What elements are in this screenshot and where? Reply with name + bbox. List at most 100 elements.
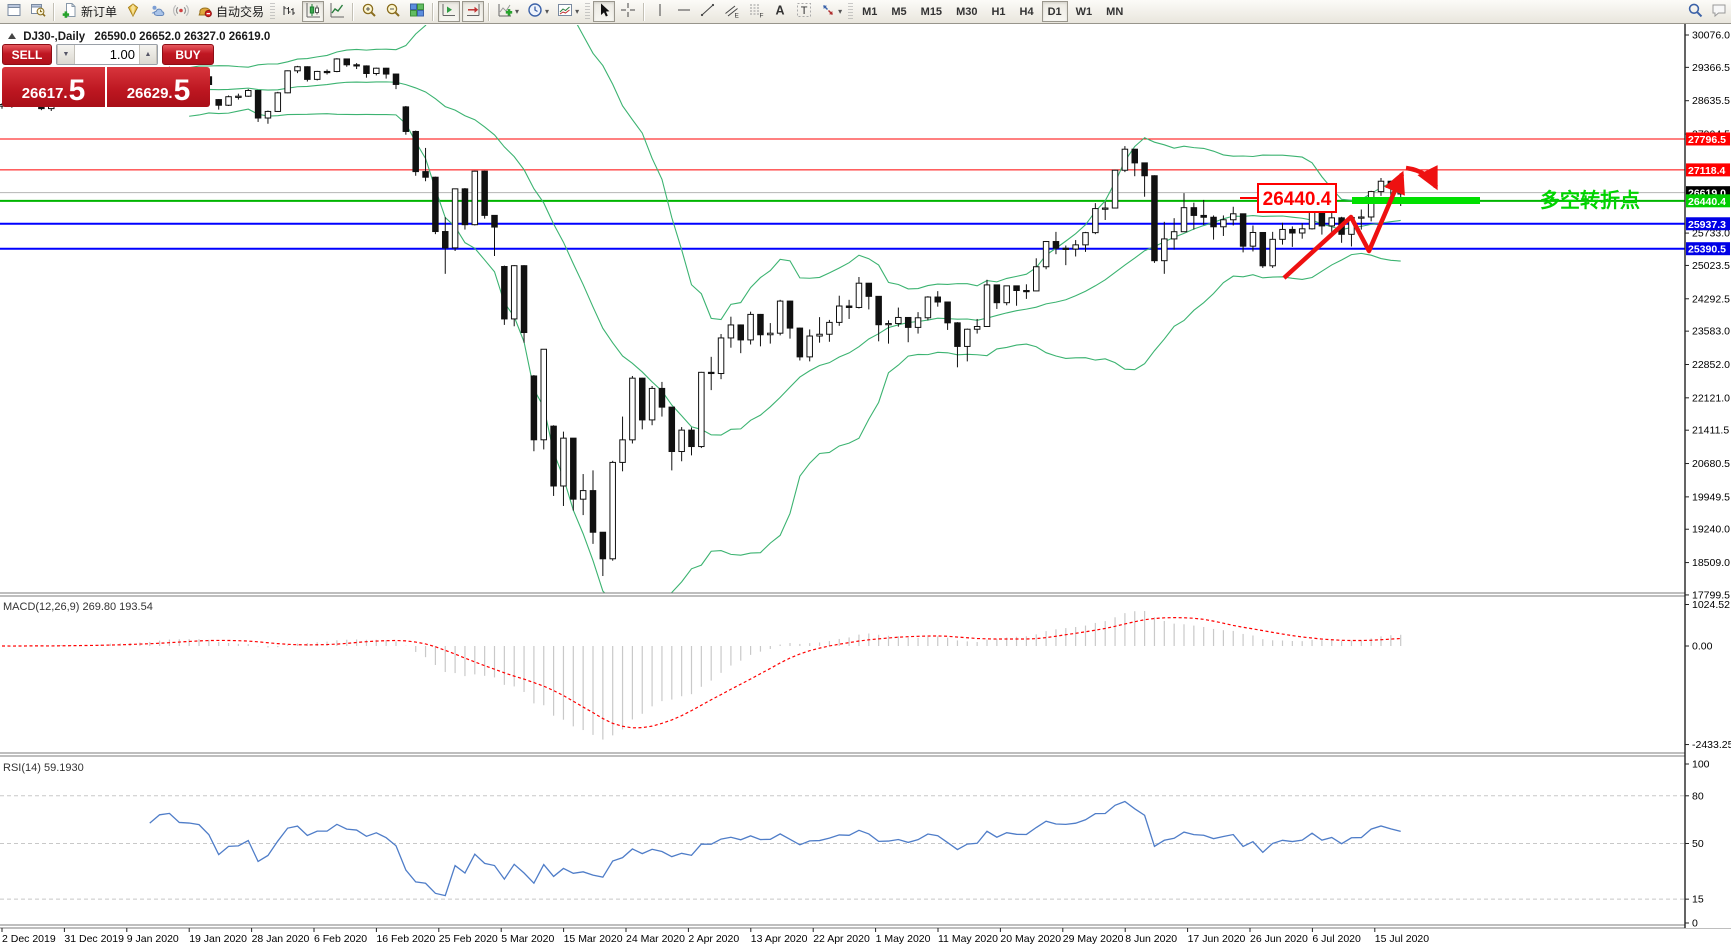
candle-body: [639, 377, 646, 421]
volume-stepper: ▼ ▲: [56, 44, 158, 65]
data-window-button[interactable]: [146, 1, 168, 22]
pullback-arrow[interactable]: [1405, 165, 1439, 191]
candle-body: [550, 425, 557, 487]
date-tick-label: 8 Jun 2020: [1125, 933, 1177, 945]
toolbar-grip: [270, 2, 276, 21]
candle-body: [1042, 241, 1050, 268]
buy-price-box[interactable]: 26629. 5: [107, 67, 210, 107]
candle-body: [707, 371, 715, 375]
bar-chart-button[interactable]: [278, 1, 300, 22]
candle-body: [501, 266, 508, 320]
candle-body: [422, 171, 429, 178]
candle-body: [353, 64, 360, 67]
chart-window-icon: [6, 2, 22, 21]
timeframe-h4-button[interactable]: H4: [1019, 5, 1034, 18]
chart-window-button[interactable]: [3, 1, 25, 22]
candle-body: [1269, 238, 1276, 267]
chevron-down-icon[interactable]: ▾: [515, 7, 520, 16]
timeframe-m15-button[interactable]: M15: [920, 5, 943, 18]
strategy-tester-button[interactable]: [27, 1, 49, 22]
channel-button[interactable]: E: [721, 1, 743, 22]
candle-body: [343, 58, 350, 66]
candle-body: [1033, 266, 1040, 292]
templates-button[interactable]: ▾: [554, 1, 582, 22]
price-tick-label: 21411.5: [1692, 425, 1729, 437]
volume-input[interactable]: [75, 45, 139, 64]
auto-trading-button[interactable]: 自动交易: [194, 1, 267, 22]
line-chart-button[interactable]: [326, 1, 348, 22]
search-icon: [1687, 2, 1703, 21]
new-order-button[interactable]: 新订单: [59, 1, 120, 22]
chart-canvas[interactable]: 26440.4多空转折点30076.029366.528635.527904.5…: [0, 24, 1731, 946]
candle-body: [904, 316, 912, 328]
buy-button[interactable]: BUY: [162, 44, 214, 65]
candle-body: [786, 300, 794, 329]
signals-button[interactable]: [170, 1, 192, 22]
chevron-down-icon[interactable]: ▾: [575, 7, 580, 16]
volume-decrease-button[interactable]: ▼: [57, 45, 75, 64]
one-click-toggle-icon[interactable]: [8, 33, 16, 39]
crosshair-button[interactable]: [617, 1, 639, 22]
price-callout-box[interactable]: [1257, 183, 1337, 213]
zoom-in-button[interactable]: [358, 1, 380, 22]
price-tick-label: 24292.5: [1692, 293, 1730, 305]
chat-button[interactable]: [1708, 1, 1730, 22]
timeframe-m30-button[interactable]: M30: [956, 5, 978, 18]
date-tick-label: 24 Mar 2020: [626, 933, 685, 945]
timeframe-mn-button[interactable]: MN: [1106, 5, 1124, 18]
timeframe-d1-button[interactable]: D1: [1041, 1, 1068, 22]
trend-zigzag-arrow[interactable]: [1282, 170, 1405, 280]
price-tick-label: 19240.0: [1692, 524, 1730, 536]
horizontal-line-button[interactable]: [673, 1, 695, 22]
market-watch-button[interactable]: [122, 1, 144, 22]
svg-text:E: E: [735, 13, 740, 19]
candlestick-button[interactable]: [302, 1, 325, 22]
candle-body: [1239, 213, 1247, 247]
arrows-button[interactable]: ▾: [817, 1, 845, 22]
candle-body: [717, 337, 725, 375]
date-tick-label: 20 May 2020: [1000, 933, 1061, 945]
crosshair-icon: [620, 2, 636, 21]
candle-body: [1023, 290, 1030, 293]
volume-increase-button[interactable]: ▲: [139, 45, 157, 64]
periods-button[interactable]: ▾: [524, 1, 552, 22]
indicators-icon: [497, 2, 513, 21]
text-label-button[interactable]: T: [793, 1, 815, 22]
candle-body: [1220, 219, 1227, 228]
zoom-out-button[interactable]: [382, 1, 404, 22]
tile-windows-button[interactable]: [406, 1, 428, 22]
timeframe-w1-button[interactable]: W1: [1075, 5, 1093, 18]
candle-body: [1367, 191, 1375, 218]
chevron-down-icon[interactable]: ▾: [838, 7, 843, 16]
candle-body: [245, 90, 252, 97]
candle-body: [619, 439, 626, 463]
support-zone-bar[interactable]: [1352, 197, 1480, 204]
timeframe-m5-button[interactable]: M5: [891, 5, 907, 18]
sell-price-box[interactable]: 26617. 5: [2, 67, 105, 107]
candle-body: [392, 73, 400, 85]
candle-body: [1358, 216, 1365, 219]
candle-body: [304, 66, 311, 80]
buy-price-main: 26629.: [126, 85, 173, 102]
candle-body: [816, 333, 823, 337]
candle-body: [1013, 285, 1020, 292]
price-tick-label: 19949.5: [1692, 491, 1730, 503]
timeframe-h1-button[interactable]: H1: [991, 5, 1006, 18]
indicators-button[interactable]: ▾: [494, 1, 522, 22]
svg-text:T: T: [801, 5, 808, 17]
timeframe-m1-button[interactable]: M1: [862, 5, 878, 18]
vertical-line-button[interactable]: [649, 1, 671, 22]
sell-button[interactable]: SELL: [2, 44, 52, 65]
cursor-button[interactable]: [593, 1, 616, 22]
trend-line-button[interactable]: [697, 1, 719, 22]
chart-shift-button[interactable]: [438, 1, 461, 22]
macd-tick-label: 1024.52: [1692, 599, 1730, 611]
chart-title: DJ30-,Daily 26590.0 26652.0 26327.0 2661…: [8, 31, 270, 43]
candle-body: [698, 371, 705, 448]
auto-scroll-button[interactable]: [462, 1, 485, 22]
candle-body: [491, 214, 498, 228]
search-button[interactable]: [1684, 1, 1706, 22]
fibonacci-button[interactable]: F: [745, 1, 767, 22]
text-button[interactable]: A: [769, 1, 791, 22]
chevron-down-icon[interactable]: ▾: [545, 7, 550, 16]
